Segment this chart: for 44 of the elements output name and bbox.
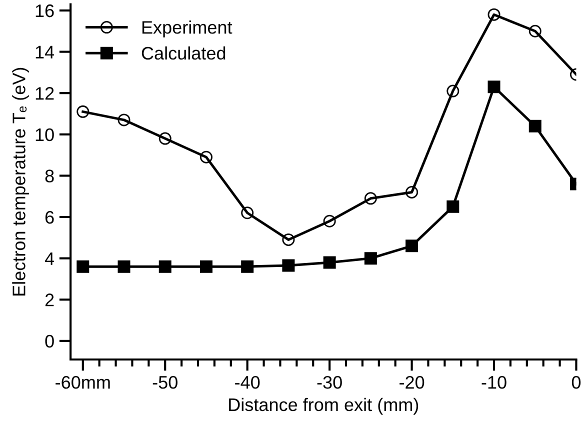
point [528, 120, 542, 132]
point [200, 150, 212, 164]
x-axis-title: Distance from exit (mm) [229, 398, 418, 415]
point [76, 105, 90, 118]
x-tick-label: -20 [400, 376, 424, 389]
point [364, 252, 377, 265]
x-tick-label: 0 [572, 376, 581, 389]
point [118, 260, 130, 273]
point [241, 260, 254, 273]
y-tick-label: 4 [44, 252, 54, 265]
legend-label: Calculated [142, 46, 226, 60]
point [446, 84, 460, 98]
point [323, 214, 336, 228]
y-tick-label: 0 [45, 334, 54, 348]
point [118, 114, 130, 126]
point [241, 206, 254, 220]
y-tick-label: 14 [36, 46, 54, 58]
point [488, 8, 500, 21]
point [200, 260, 212, 273]
legend-label: Experiment [142, 20, 232, 38]
point [406, 186, 418, 198]
y-tick-label: 2 [45, 294, 54, 306]
y-tick-label: 16 [36, 4, 54, 18]
point [528, 24, 542, 38]
point [406, 240, 418, 252]
point [282, 233, 295, 246]
point [158, 132, 172, 145]
y-tick-label: 10 [36, 128, 54, 142]
x-tick-label: -10 [482, 376, 506, 389]
x-tick-label: -50 [152, 376, 178, 389]
point [282, 259, 295, 272]
y-axis-title: Electron temperature Tₑ (eV) [12, 68, 29, 296]
x-tick-label: -60mm [56, 376, 110, 389]
point [76, 260, 90, 273]
point [446, 200, 460, 213]
point [488, 80, 500, 94]
y-tick-label: 12 [36, 87, 54, 100]
point [158, 260, 172, 273]
point [323, 256, 336, 269]
x-tick-label: -30 [317, 376, 342, 389]
point [364, 192, 377, 205]
y-tick-label: 8 [45, 170, 54, 182]
x-tick-label: -40 [235, 376, 260, 389]
y-tick-label: 6 [45, 210, 54, 224]
